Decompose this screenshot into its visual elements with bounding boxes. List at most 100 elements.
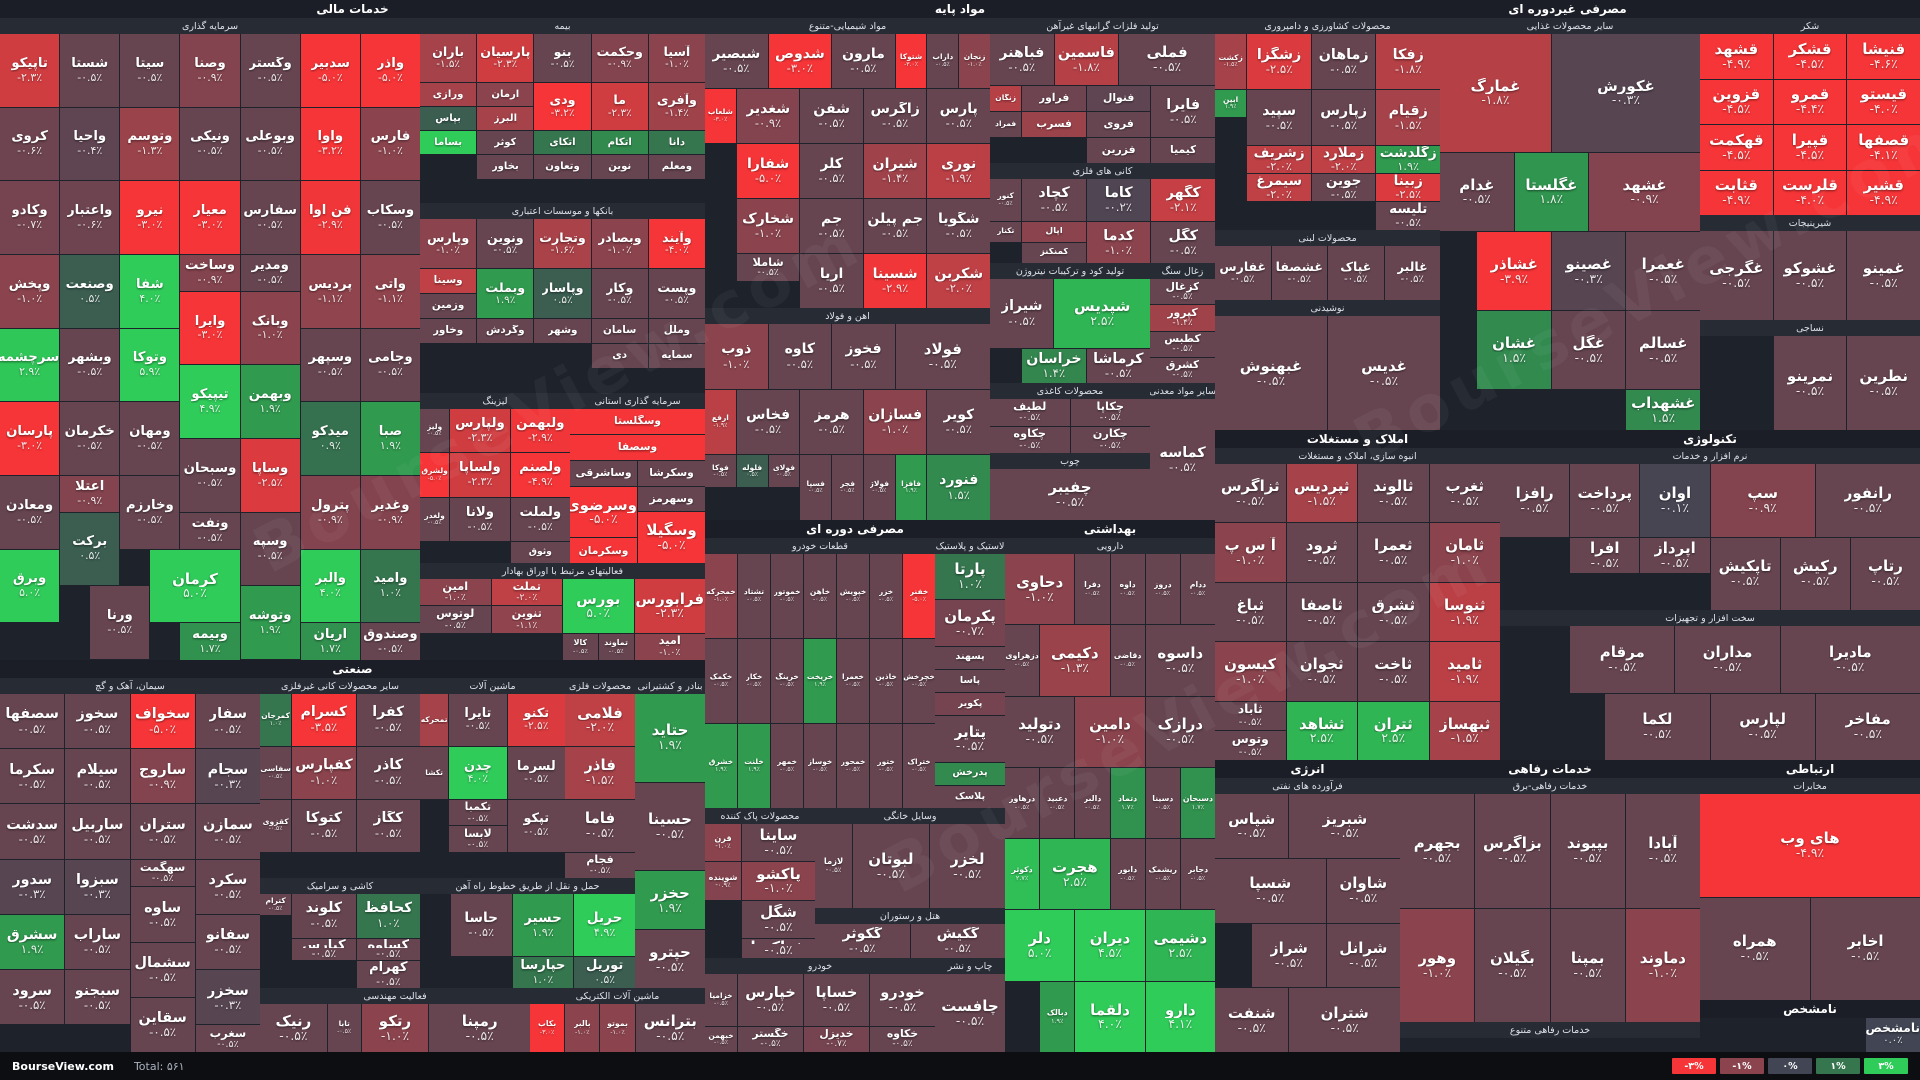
stock-tile[interactable]: شلعاب -۳.۰٪ bbox=[705, 89, 736, 143]
stock-tile[interactable]: غبهنوش -۰.۵٪ bbox=[1215, 316, 1327, 430]
stock-tile[interactable]: شاوان -۰.۵٪ bbox=[1326, 858, 1400, 923]
stock-tile[interactable]: نمرینو -۰.۵٪ bbox=[1773, 336, 1847, 430]
stock-tile[interactable]: دی bbox=[591, 344, 648, 368]
stock-tile[interactable]: ولپارس -۲.۳٪ bbox=[450, 409, 510, 453]
stock-tile[interactable]: کوثر bbox=[477, 131, 534, 155]
stock-tile[interactable]: پارس -۰.۵٪ bbox=[927, 89, 990, 143]
stock-tile[interactable]: فایرا -۰.۵٪ bbox=[1151, 86, 1215, 137]
stock-tile[interactable]: لخزر -۰.۵٪ bbox=[929, 824, 1005, 908]
stock-tile[interactable]: زگلدشت ۱.۹٪ bbox=[1376, 146, 1440, 174]
stock-tile[interactable]: دفرا -۰.۵٪ bbox=[1075, 554, 1110, 625]
stock-tile[interactable]: کچاد -۰.۵٪ bbox=[1022, 179, 1086, 221]
stock-tile[interactable]: شغدیر -۰.۹٪ bbox=[736, 89, 800, 143]
stock-tile[interactable]: تلیسه -۰.۵٪ bbox=[1376, 202, 1440, 230]
stock-tile[interactable]: کهرام -۰.۵٪ bbox=[356, 961, 420, 988]
stock-tile[interactable]: وجامی -۰.۵٪ bbox=[360, 328, 420, 402]
stock-tile[interactable]: جم -۰.۵٪ bbox=[800, 199, 863, 253]
stock-tile[interactable]: کماسه -۰.۵٪ bbox=[1150, 399, 1215, 520]
stock-tile[interactable]: وملل bbox=[648, 319, 705, 343]
stock-tile[interactable]: فولای -۰.۵٪ bbox=[768, 455, 800, 488]
stock-tile[interactable]: حتاید ۱.۹٪ bbox=[635, 694, 705, 782]
stock-tile[interactable]: شیراز -۰.۵٪ bbox=[990, 279, 1054, 348]
stock-tile[interactable]: وپاسار ۰.۵٪ bbox=[534, 269, 591, 318]
stock-tile[interactable]: فولاژ -۰.۵٪ bbox=[863, 455, 895, 520]
stock-tile[interactable]: بجهرم -۰.۵٪ bbox=[1400, 794, 1475, 908]
stock-tile[interactable]: زپارس -۰.۵٪ bbox=[1311, 90, 1376, 146]
stock-tile[interactable]: غالبر -۰.۵٪ bbox=[1384, 246, 1440, 300]
stock-tile[interactable]: فمراد bbox=[990, 112, 1022, 137]
stock-tile[interactable]: ثعمرا -۰.۵٪ bbox=[1358, 523, 1429, 582]
stock-tile[interactable]: شتران -۰.۵٪ bbox=[1289, 988, 1400, 1052]
stock-tile[interactable]: سکرد -۰.۵٪ bbox=[195, 859, 260, 914]
stock-tile[interactable]: خراسان ۱.۴٪ bbox=[1022, 349, 1086, 383]
stock-tile[interactable]: دحاوی -۱.۰٪ bbox=[1005, 554, 1075, 625]
stock-tile[interactable]: غشصفا -۰.۵٪ bbox=[1271, 246, 1327, 300]
stock-tile[interactable]: پتایر -۰.۵٪ bbox=[935, 716, 1005, 762]
stock-tile[interactable]: بمپنا -۰.۵٪ bbox=[1550, 908, 1625, 1022]
stock-tile[interactable]: حریل ۴.۹٪ bbox=[574, 894, 635, 957]
stock-tile[interactable]: قثابت -۴.۹٪ bbox=[1700, 170, 1773, 215]
stock-tile[interactable]: تشتاد -۰.۵٪ bbox=[738, 554, 770, 638]
stock-tile[interactable]: فسپا -۰.۵٪ bbox=[800, 455, 832, 520]
stock-tile[interactable]: خکاوه -۰.۵٪ bbox=[870, 1026, 935, 1052]
stock-tile[interactable]: کروی -۰.۶٪ bbox=[0, 107, 60, 181]
stock-tile[interactable]: خکمک -۰.۵٪ bbox=[705, 639, 737, 723]
stock-tile[interactable]: دروز -۰.۵٪ bbox=[1145, 554, 1180, 625]
stock-tile[interactable]: تماوند -۰.۵٪ bbox=[598, 633, 634, 660]
stock-tile[interactable]: لبوتان -۰.۵٪ bbox=[853, 824, 929, 908]
stock-tile[interactable]: وثوق bbox=[510, 541, 570, 563]
stock-tile[interactable]: شکربن -۲.۰٪ bbox=[927, 254, 990, 308]
stock-tile[interactable]: خپارس -۰.۵٪ bbox=[738, 974, 803, 1026]
stock-tile[interactable]: شبصیر -۰.۵٪ bbox=[705, 34, 768, 88]
stock-tile[interactable]: سرچشمه ۲.۹٪ bbox=[0, 328, 60, 402]
stock-tile[interactable]: پترول -۰.۹٪ bbox=[300, 475, 360, 549]
stock-tile[interactable]: ریشمک -۰.۵٪ bbox=[1145, 839, 1180, 910]
stock-tile[interactable]: تکنو -۲.۵٪ bbox=[507, 694, 565, 746]
stock-tile[interactable]: کشرق -۰.۵٪ bbox=[1150, 357, 1215, 383]
stock-tile[interactable]: پدرخش bbox=[935, 762, 1005, 785]
stock-tile[interactable]: وبرق ۵.۰٪ bbox=[0, 549, 60, 623]
stock-tile[interactable]: قپیرا -۴.۵٪ bbox=[1773, 125, 1847, 170]
stock-tile[interactable]: وسصفا bbox=[570, 434, 705, 460]
stock-tile[interactable]: وساخت -۰.۹٪ bbox=[180, 254, 240, 291]
stock-tile[interactable]: بموتو -۱.۰٪ bbox=[600, 1004, 635, 1052]
stock-tile[interactable]: کسرام -۳.۵٪ bbox=[292, 694, 356, 746]
stock-tile[interactable]: بنو -۰.۵٪ bbox=[534, 34, 591, 82]
stock-tile[interactable]: خچرخش -۰.۵٪ bbox=[903, 639, 935, 723]
stock-tile[interactable]: ثبهساز -۱.۵٪ bbox=[1429, 701, 1500, 760]
stock-tile[interactable]: دلر ۵.۰٪ bbox=[1005, 910, 1075, 981]
stock-tile[interactable]: گکیش -۰.۵٪ bbox=[910, 924, 1005, 958]
stock-tile[interactable]: سشرق ۱.۹٪ bbox=[0, 914, 65, 970]
stock-tile[interactable]: نطرین -۰.۵٪ bbox=[1847, 336, 1920, 430]
stock-tile[interactable]: دابور -۰.۵٪ bbox=[1110, 839, 1145, 910]
stock-tile[interactable]: حپارسا ۱.۰٪ bbox=[512, 957, 574, 988]
stock-tile[interactable]: غشهداب ۱.۵٪ bbox=[1626, 390, 1700, 430]
stock-tile[interactable]: فزرین bbox=[1086, 138, 1151, 163]
stock-tile[interactable]: ساینا -۰.۵٪ bbox=[742, 824, 815, 862]
stock-tile[interactable]: فرآور bbox=[1022, 86, 1086, 111]
stock-tile[interactable]: غعمرا -۰.۵٪ bbox=[1626, 231, 1700, 311]
stock-tile[interactable]: داراب -۰.۵٪ bbox=[927, 34, 959, 88]
stock-tile[interactable]: کگاز -۰.۵٪ bbox=[356, 799, 420, 852]
stock-tile[interactable]: زملارد -۲.۰٪ bbox=[1311, 146, 1376, 174]
stock-tile[interactable]: ارفع -۱.۹٪ bbox=[705, 389, 736, 455]
stock-tile[interactable]: کرمان ۵.۰٪ bbox=[150, 549, 240, 623]
stock-tile[interactable]: قشکر -۴.۵٪ bbox=[1773, 34, 1847, 79]
stock-tile[interactable]: وآذر -۵.۰٪ bbox=[360, 34, 420, 107]
stock-tile[interactable]: قمرو -۴.۴٪ bbox=[1773, 79, 1847, 124]
stock-tile[interactable]: زاگرس -۰.۵٪ bbox=[863, 89, 927, 143]
stock-tile[interactable]: کترام -۰.۵٪ bbox=[260, 894, 292, 916]
stock-tile[interactable]: زفکا -۱.۸٪ bbox=[1376, 34, 1440, 90]
stock-tile[interactable]: تاپیکو -۲.۳٪ bbox=[0, 34, 60, 107]
stock-tile[interactable]: غصینو -۰.۳٪ bbox=[1551, 231, 1626, 311]
stock-tile[interactable]: ومعلم bbox=[648, 155, 705, 179]
stock-tile[interactable]: تکنار bbox=[990, 221, 1022, 242]
stock-tile[interactable]: پارتا ۱.۰٪ bbox=[935, 554, 1005, 600]
stock-tile[interactable]: وساپا -۲.۵٪ bbox=[240, 439, 300, 512]
stock-tile[interactable]: زکشت -۱.۵٪ bbox=[1215, 34, 1247, 90]
stock-tile[interactable]: دقاضی -۰.۵٪ bbox=[1110, 625, 1145, 696]
stock-tile[interactable]: غمارگ -۱.۸٪ bbox=[1440, 34, 1551, 152]
stock-tile[interactable]: شپاس -۰.۵٪ bbox=[1215, 794, 1289, 858]
stock-tile[interactable]: ولملت -۰.۵٪ bbox=[510, 497, 570, 541]
stock-tile[interactable]: واحیا -۰.۴٪ bbox=[60, 107, 120, 181]
